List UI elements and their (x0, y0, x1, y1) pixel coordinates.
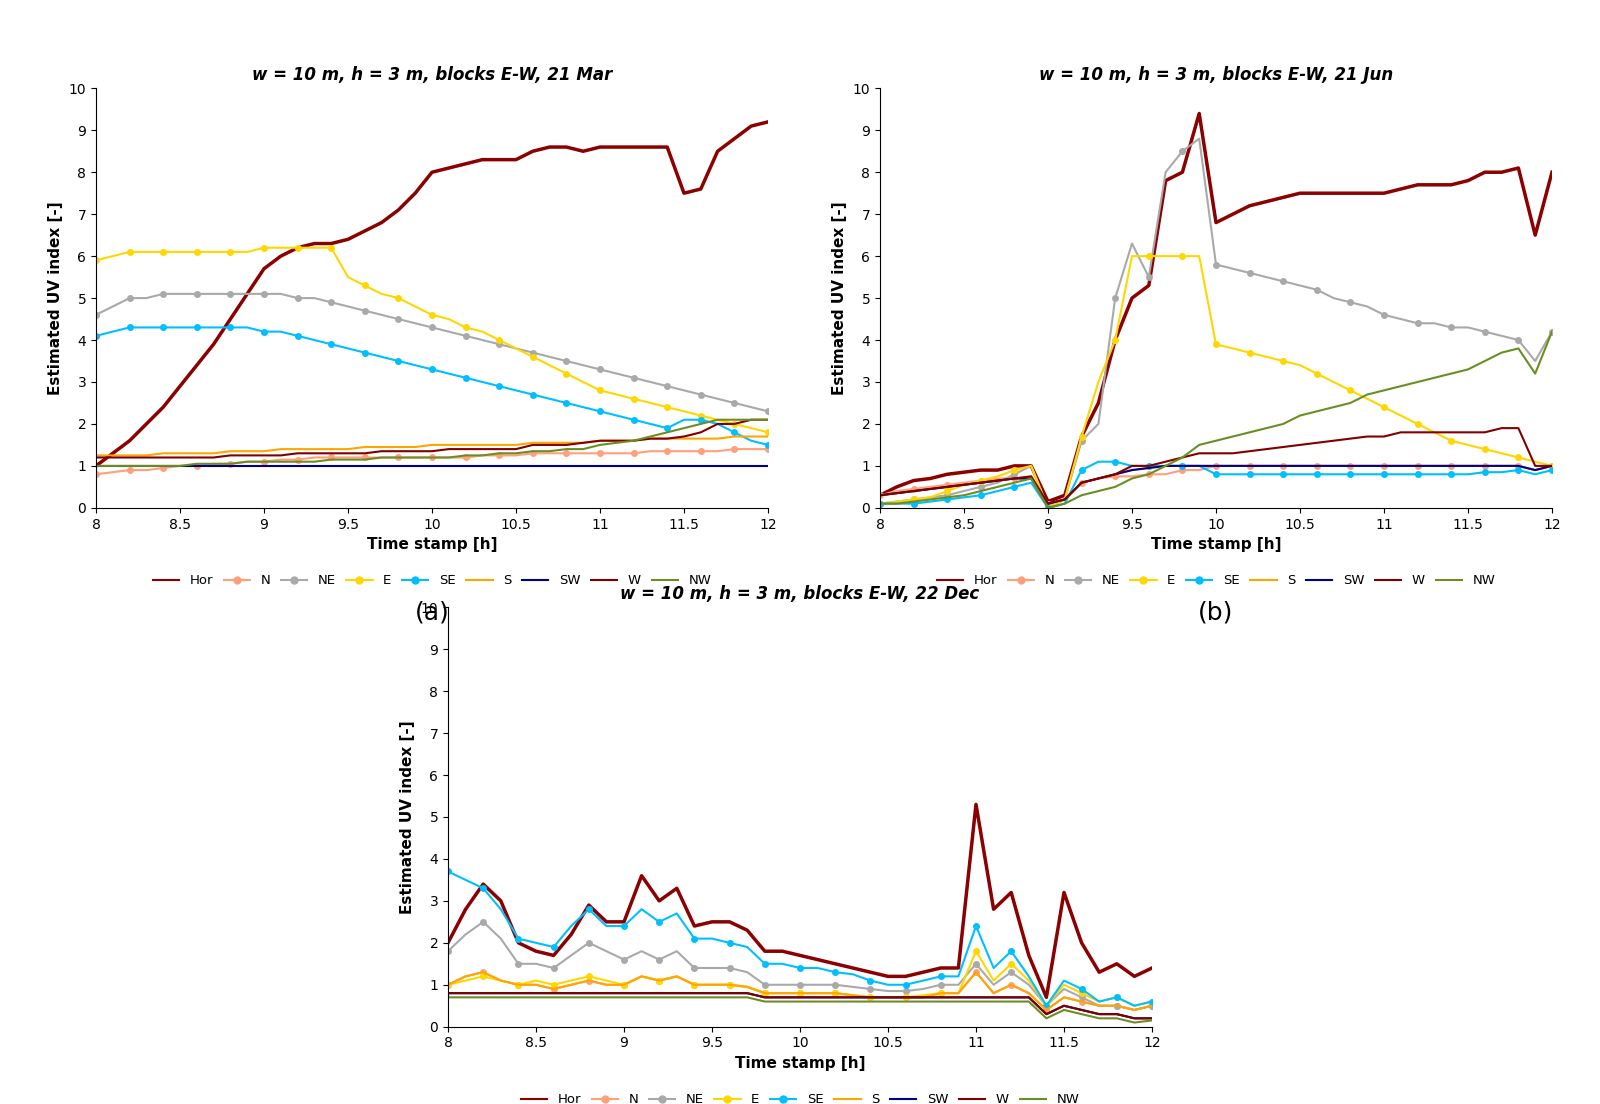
Text: (b): (b) (1198, 601, 1234, 624)
Title: w = 10 m, h = 3 m, blocks E-W, 21 Jun: w = 10 m, h = 3 m, blocks E-W, 21 Jun (1038, 66, 1394, 84)
Title: w = 10 m, h = 3 m, blocks E-W, 22 Dec: w = 10 m, h = 3 m, blocks E-W, 22 Dec (621, 585, 979, 603)
Legend: Hor, N, NE, E, SE, S, SW, W, NW: Hor, N, NE, E, SE, S, SW, W, NW (931, 569, 1501, 593)
Title: w = 10 m, h = 3 m, blocks E-W, 21 Mar: w = 10 m, h = 3 m, blocks E-W, 21 Mar (251, 66, 613, 84)
Y-axis label: Estimated UV index [-]: Estimated UV index [-] (832, 201, 846, 395)
X-axis label: Time stamp [h]: Time stamp [h] (366, 538, 498, 552)
Y-axis label: Estimated UV index [-]: Estimated UV index [-] (48, 201, 62, 395)
Legend: Hor, N, NE, E, SE, S, SW, W, NW: Hor, N, NE, E, SE, S, SW, W, NW (515, 1087, 1085, 1104)
X-axis label: Time stamp [h]: Time stamp [h] (1150, 538, 1282, 552)
X-axis label: Time stamp [h]: Time stamp [h] (734, 1057, 866, 1071)
Text: (a): (a) (414, 601, 450, 624)
Y-axis label: Estimated UV index [-]: Estimated UV index [-] (400, 720, 414, 914)
Legend: Hor, N, NE, E, SE, S, SW, W, NW: Hor, N, NE, E, SE, S, SW, W, NW (147, 569, 717, 593)
